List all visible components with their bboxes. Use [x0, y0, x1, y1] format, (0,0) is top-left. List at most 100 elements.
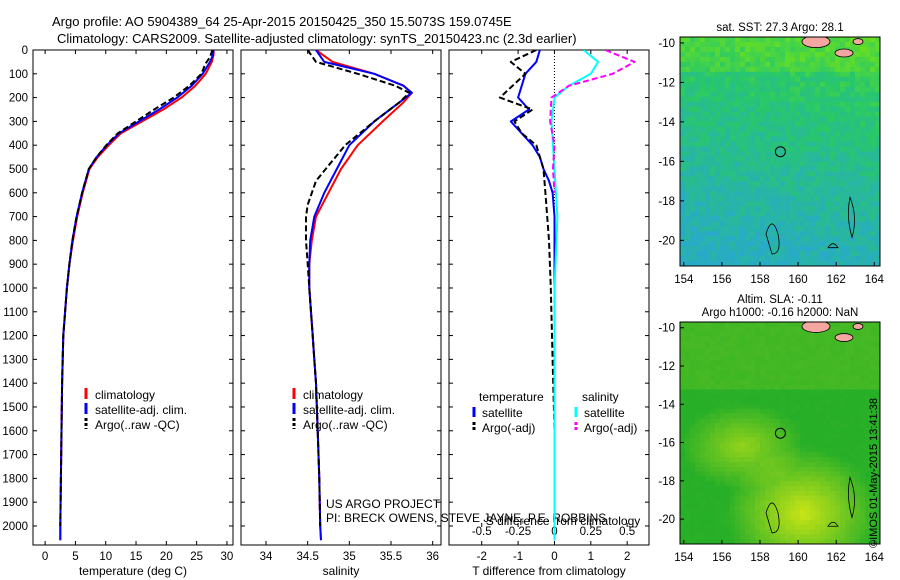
map-cell: [835, 146, 841, 153]
map-cell: [735, 505, 741, 511]
map-cell: [715, 384, 721, 391]
map-cell: [720, 186, 726, 192]
map-cell: [695, 111, 701, 118]
map-cell: [725, 519, 731, 526]
map-cell: [830, 37, 836, 43]
map-cell: [850, 350, 856, 357]
map-cell: [805, 355, 811, 362]
map-cell: [735, 389, 741, 395]
map-cell: [865, 106, 871, 113]
map-cell: [765, 251, 771, 257]
map-cell: [815, 365, 821, 371]
map-cell: [750, 355, 756, 362]
map-cell: [870, 466, 876, 473]
map-cell: [710, 433, 716, 439]
map-cell: [685, 428, 691, 434]
map-cell: [730, 447, 736, 453]
map-cell: [690, 236, 696, 242]
map-cell: [750, 461, 756, 468]
map-cell: [770, 471, 776, 478]
map-cell: [815, 216, 821, 222]
map-cell: [870, 413, 876, 420]
map-cell: [860, 365, 866, 371]
lat-tick-label: -18: [658, 476, 675, 488]
map-cell: [715, 413, 721, 420]
map-cell: [845, 433, 851, 439]
map-cell: [700, 341, 706, 347]
map-cell: [730, 181, 736, 187]
map-cell: [750, 413, 756, 420]
map-cell: [680, 151, 686, 158]
map-cell: [750, 206, 756, 212]
map-cell: [725, 481, 731, 487]
map-cell: [835, 66, 841, 73]
map-cell: [680, 201, 686, 207]
map-cell: [755, 221, 761, 227]
map-cell: [750, 490, 756, 497]
map-cell: [845, 126, 851, 133]
map-cell: [830, 161, 836, 168]
map-cell: [705, 166, 711, 173]
map-cell: [785, 447, 791, 453]
map-cell: [725, 365, 731, 371]
map-cell: [810, 121, 816, 128]
map-cell: [720, 61, 726, 68]
depth-tick-label: 1300: [2, 354, 28, 366]
map-cell: [790, 519, 796, 526]
map-cell: [690, 341, 696, 347]
map-cell: [755, 350, 761, 357]
map-cell: [745, 186, 751, 192]
map-cell: [850, 186, 856, 192]
map-cell: [685, 37, 691, 43]
map-cell: [690, 500, 696, 506]
map-cell: [690, 256, 696, 262]
map-cell: [865, 181, 871, 187]
map-cell: [790, 231, 796, 237]
map-cell: [770, 408, 776, 415]
map-cell: [875, 500, 880, 506]
map-cell: [680, 101, 686, 108]
map-cell: [735, 394, 741, 400]
map-cell: [820, 51, 826, 58]
map-cell: [685, 236, 691, 242]
map-cell: [825, 418, 831, 424]
map-cell: [810, 86, 816, 93]
map-cell: [805, 201, 811, 207]
map-cell: [795, 394, 801, 400]
map-cell: [850, 236, 856, 242]
legend-header: salinity: [582, 390, 619, 404]
map-cell: [695, 360, 701, 367]
map-cell: [745, 46, 751, 53]
map-cell: [755, 176, 761, 182]
map-cell: [825, 389, 831, 395]
map-cell: [835, 196, 841, 202]
map-cell: [800, 336, 806, 342]
map-cell: [755, 171, 761, 177]
map-cell: [745, 161, 751, 168]
map-cell: [805, 196, 811, 202]
map-cell: [855, 389, 861, 395]
depth-tick-label: 1600: [2, 426, 28, 438]
map-cell: [855, 418, 861, 424]
map-cell: [850, 86, 856, 93]
map-cell: [690, 161, 696, 168]
map-cell: [785, 461, 791, 468]
map-cell: [750, 91, 756, 98]
map-cell: [715, 408, 721, 415]
map-cell: [750, 81, 756, 88]
map-cell: [760, 261, 766, 266]
map-cell: [775, 256, 781, 262]
map-cell: [685, 81, 691, 88]
map-cell: [845, 404, 851, 410]
map-cell: [815, 231, 821, 237]
map-cell: [685, 476, 691, 482]
map-cell: [830, 51, 836, 58]
map-cell: [805, 379, 811, 386]
map-cell: [865, 510, 871, 516]
map-cell: [760, 211, 766, 217]
map-cell: [720, 413, 726, 420]
map-cell: [785, 181, 791, 187]
map-cell: [685, 166, 691, 173]
map-cell: [800, 216, 806, 222]
map-cell: [755, 236, 761, 242]
